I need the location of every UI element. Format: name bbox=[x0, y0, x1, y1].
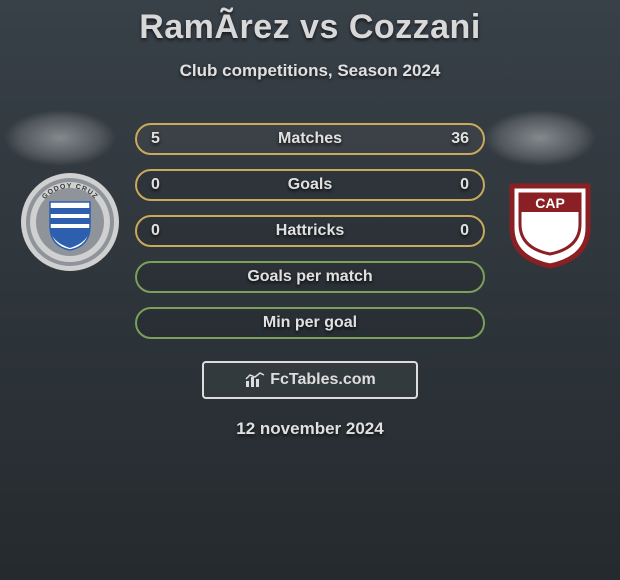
stat-left-value: 0 bbox=[151, 222, 181, 240]
stat-row: 0 Goals 0 bbox=[135, 169, 485, 201]
stat-right-value: 0 bbox=[439, 222, 469, 240]
stat-label: Hattricks bbox=[276, 222, 344, 240]
subtitle: Club competitions, Season 2024 bbox=[180, 61, 441, 81]
brand-text: FcTables.com bbox=[270, 371, 376, 389]
stat-label: Goals per match bbox=[247, 268, 372, 286]
stats-block: 5 Matches 36 0 Goals 0 0 Hattricks 0 Goals per ma… bbox=[135, 123, 485, 339]
date-text: 12 november 2024 bbox=[236, 419, 383, 439]
stat-label: Min per goal bbox=[263, 314, 357, 332]
stat-row: Min per goal bbox=[135, 307, 485, 339]
stat-label: Matches bbox=[278, 130, 342, 148]
stat-row: Goals per match bbox=[135, 261, 485, 293]
stat-row: 5 Matches 36 bbox=[135, 123, 485, 155]
stat-row: 0 Hattricks 0 bbox=[135, 215, 485, 247]
brand-box: FcTables.com bbox=[202, 361, 418, 399]
page-title: RamÃ­rez vs Cozzani bbox=[139, 8, 481, 47]
chart-icon bbox=[244, 371, 266, 389]
stat-right-value: 36 bbox=[439, 130, 469, 148]
team-right-badge: CAP bbox=[500, 172, 600, 272]
stat-left-value: 5 bbox=[151, 130, 181, 148]
team-left-badge: GODOY CRUZ bbox=[20, 172, 120, 272]
stat-label: Goals bbox=[288, 176, 332, 194]
stat-right-value: 0 bbox=[439, 176, 469, 194]
svg-text:CAP: CAP bbox=[535, 195, 565, 211]
stat-left-value: 0 bbox=[151, 176, 181, 194]
